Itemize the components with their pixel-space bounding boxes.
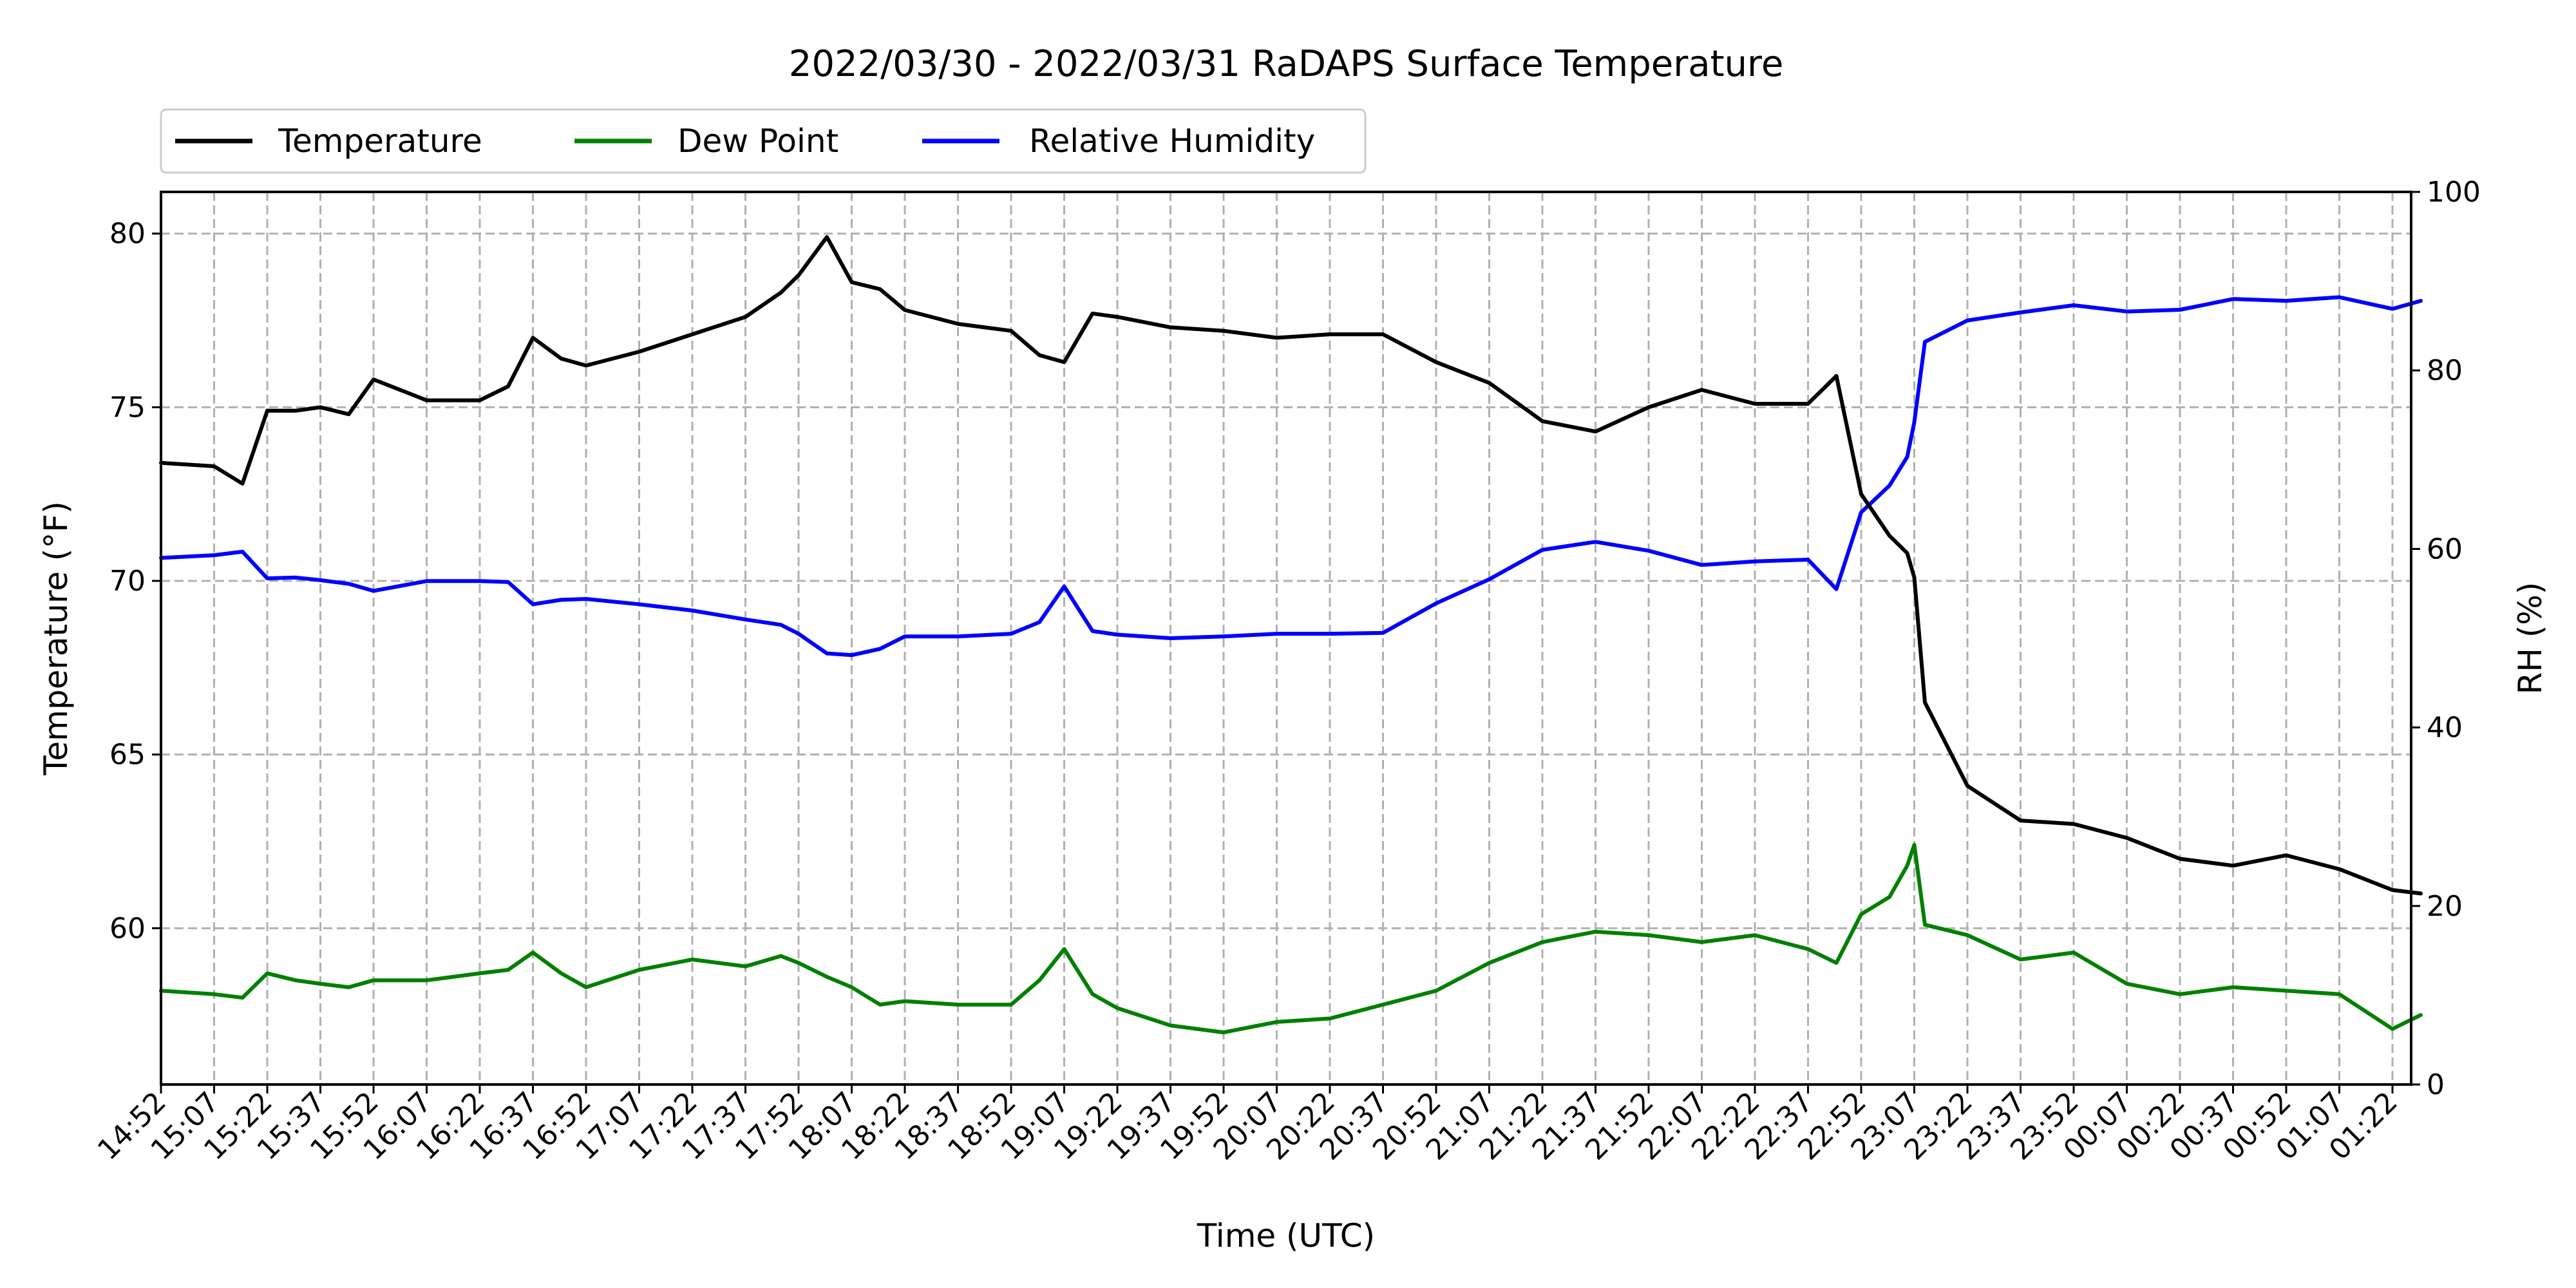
y2-tick-label: 80 — [2427, 354, 2463, 387]
chart-title: 2022/03/30 - 2022/03/31 RaDAPS Surface T… — [789, 43, 1784, 85]
series-layer — [159, 235, 2423, 1035]
legend-label-temperature: Temperature — [278, 122, 482, 160]
y2-axis-label: RH (%) — [2512, 582, 2549, 695]
y2-tick-label: 0 — [2427, 1068, 2445, 1101]
y2-tick-label: 100 — [2427, 176, 2481, 209]
legend: Temperature Dew Point Relative Humidity — [160, 108, 1367, 174]
y-axis-label: Temperature (°F) — [37, 501, 75, 775]
legend-box — [160, 108, 1367, 174]
x-axis-label: Time (UTC) — [1197, 1217, 1375, 1255]
y-tick-label: 75 — [109, 391, 146, 424]
y2-tick-label: 60 — [2427, 533, 2463, 565]
y-tick-label: 60 — [109, 912, 146, 945]
y-tick-label: 65 — [109, 739, 146, 772]
series-line-dew-point — [159, 842, 2423, 1035]
series-line-relative-humidity — [159, 295, 2423, 658]
y-tick-label: 70 — [109, 565, 146, 598]
y2-tick-label: 40 — [2427, 712, 2463, 744]
y2-tick-label: 20 — [2427, 890, 2463, 923]
legend-label-dew-point: Dew Point — [677, 122, 838, 160]
series-line-temperature — [159, 235, 2423, 896]
y-tick-label: 80 — [109, 218, 146, 251]
legend-label-relative-humidity: Relative Humidity — [1029, 122, 1315, 160]
plot-frame — [160, 191, 2412, 1086]
